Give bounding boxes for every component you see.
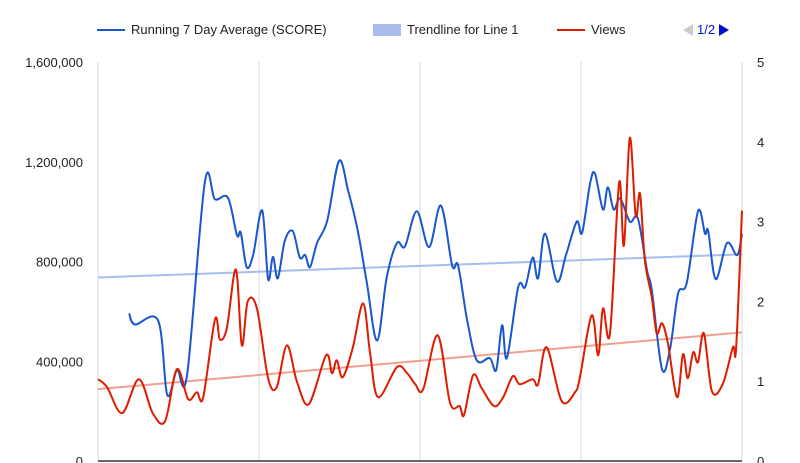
right-axis-tick-label: 5: [757, 55, 764, 70]
legend-label: Running 7 Day Average (SCORE): [131, 22, 327, 37]
left-axis-tick-label: 0: [76, 454, 83, 463]
left-axis-tick-label: 800,000: [36, 255, 83, 270]
left-axis-tick-label: 1,200,000: [25, 155, 83, 170]
legend-page-indicator: 1/2: [697, 22, 716, 37]
right-axis-tick-label: 0: [757, 454, 764, 463]
chart-legend: Running 7 Day Average (SCORE) Trendline …: [0, 22, 800, 42]
series-line-running-7-day-average-score[interactable]: [128, 159, 743, 398]
legend-item-running-average[interactable]: Running 7 Day Average (SCORE): [97, 22, 327, 37]
legend-label: Trendline for Line 1: [407, 22, 519, 37]
next-page-icon[interactable]: [719, 23, 730, 36]
legend-swatch-line-icon: [557, 28, 585, 31]
legend-swatch-rect-icon: [373, 23, 401, 36]
left-axis-tick-label: 400,000: [36, 354, 83, 369]
legend-item-views[interactable]: Views: [557, 22, 625, 37]
legend-item-trendline[interactable]: Trendline for Line 1: [373, 22, 519, 37]
legend-pager: 1/2: [683, 22, 730, 37]
right-axis-tick-label: 3: [757, 215, 764, 230]
previous-page-icon[interactable]: [683, 23, 693, 36]
right-axis-tick-label: 1: [757, 374, 764, 389]
left-axis-tick-label: 1,600,000: [25, 55, 83, 70]
right-axis-tick-label: 4: [757, 135, 764, 150]
legend-label: Views: [591, 22, 626, 37]
series-line-trendline-for-line-1[interactable]: [97, 253, 743, 279]
series-line-views[interactable]: [97, 136, 743, 425]
right-axis-tick-label: 2: [757, 294, 764, 309]
legend-swatch-line-icon: [97, 28, 125, 31]
